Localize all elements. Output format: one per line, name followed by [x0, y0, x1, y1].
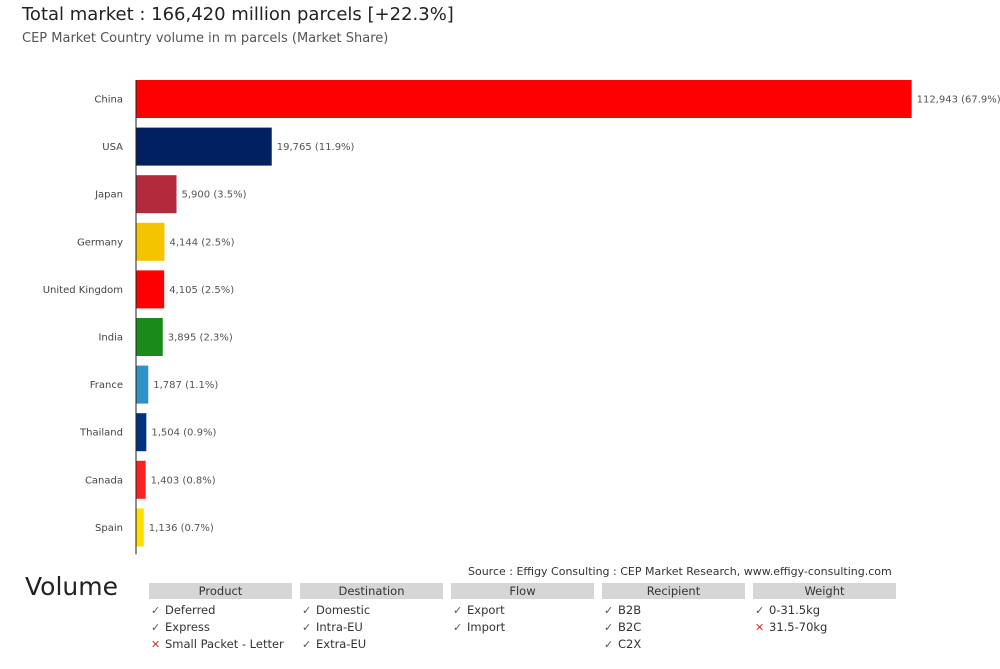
filter-header: Weight [753, 583, 896, 599]
filter-option-label: 0-31.5kg [769, 603, 821, 617]
filter-header: Product [149, 583, 292, 599]
category-label: Japan [94, 190, 123, 201]
bar-usa[interactable] [136, 127, 272, 166]
volume-label: Volume [25, 572, 118, 601]
filter-group-product: Product ✓ Deferred ✓ Express ✕ Small Packet - … [149, 583, 292, 653]
filter-option-label: Small Packet - Letter [165, 637, 284, 651]
data-label: 19,765 (11.9%) [277, 142, 355, 153]
bar-india[interactable] [136, 318, 163, 356]
bar-united-kingdom[interactable] [136, 270, 165, 309]
source-note: Source : Effigy Consulting : CEP Market … [468, 565, 892, 578]
filter-option-label: B2B [618, 603, 642, 617]
filter-option[interactable]: ✓ Deferred [149, 602, 292, 619]
filter-option[interactable]: ✕ Small Packet - Letter [149, 636, 292, 653]
category-label: Germany [77, 237, 123, 248]
data-label: 1,403 (0.8%) [151, 475, 216, 486]
filter-option-label: Import [467, 620, 506, 634]
data-label: 4,105 (2.5%) [169, 285, 234, 296]
check-icon: ✓ [302, 604, 312, 617]
filter-option[interactable]: ✓ Domestic [300, 602, 443, 619]
filter-option[interactable]: ✓ Extra-EU [300, 636, 443, 653]
bar-chart: China 112,943 (67.9%) USA 19,765 (11.9%) Jap… [43, 80, 1000, 555]
bar-canada[interactable] [136, 460, 146, 499]
cross-icon: ✕ [151, 638, 161, 651]
data-label: 1,787 (1.1%) [153, 380, 218, 391]
filter-header: Destination [300, 583, 443, 599]
filter-option[interactable]: ✓ B2B [602, 602, 745, 619]
filter-option[interactable]: ✕ 31.5-70kg [753, 619, 896, 636]
chart-title: Total market : 166,420 million parcels [… [22, 4, 454, 25]
check-icon: ✓ [151, 604, 161, 617]
filter-option-label: Domestic [316, 603, 371, 617]
filter-group-destination: Destination ✓ Domestic ✓ Intra-EU ✓ Extra-EU [300, 583, 443, 653]
data-label: 3,895 (2.3%) [168, 333, 233, 344]
filter-option[interactable]: ✓ 0-31.5kg [753, 602, 896, 619]
check-icon: ✓ [151, 621, 161, 634]
data-label: 5,900 (3.5%) [182, 190, 247, 201]
check-icon: ✓ [302, 621, 312, 634]
category-label: United Kingdom [43, 285, 123, 296]
bar-spain[interactable] [136, 508, 144, 547]
filter-option-label: C2X [618, 637, 642, 651]
filter-option[interactable]: ✓ Express [149, 619, 292, 636]
filter-option[interactable]: ✓ C2X [602, 636, 745, 653]
category-label: Spain [95, 523, 123, 534]
filter-group-flow: Flow ✓ Export ✓ Import [451, 583, 594, 653]
filter-option-label: Extra-EU [316, 637, 367, 651]
filter-option-label: 31.5-70kg [769, 620, 828, 634]
check-icon: ✓ [302, 638, 312, 651]
bar-china[interactable] [136, 80, 912, 118]
filter-option[interactable]: ✓ Import [451, 619, 594, 636]
check-icon: ✓ [453, 604, 463, 617]
check-icon: ✓ [604, 621, 614, 634]
check-icon: ✓ [604, 604, 614, 617]
bar-japan[interactable] [136, 175, 177, 214]
check-icon: ✓ [453, 621, 463, 634]
data-label: 1,504 (0.9%) [151, 428, 216, 439]
filter-option[interactable]: ✓ Export [451, 602, 594, 619]
data-label: 112,943 (67.9%) [917, 95, 1000, 106]
category-label: France [90, 380, 123, 391]
filter-option-label: B2C [618, 620, 642, 634]
bar-germany[interactable] [136, 222, 165, 261]
data-label: 1,136 (0.7%) [149, 523, 214, 534]
filter-option[interactable]: ✓ Intra-EU [300, 619, 443, 636]
filter-option-label: Export [467, 603, 505, 617]
filter-option-label: Deferred [165, 603, 216, 617]
bar-france[interactable] [136, 365, 149, 404]
category-label: USA [102, 142, 123, 153]
category-label: China [94, 95, 123, 106]
check-icon: ✓ [604, 638, 614, 651]
category-label: Thailand [79, 428, 123, 439]
filter-group-recipient: Recipient ✓ B2B ✓ B2C ✓ C2X [602, 583, 745, 653]
category-label: India [98, 333, 123, 344]
check-icon: ✓ [755, 604, 765, 617]
category-label: Canada [85, 475, 123, 486]
filter-header: Flow [451, 583, 594, 599]
cross-icon: ✕ [755, 621, 765, 634]
filter-option[interactable]: ✓ B2C [602, 619, 745, 636]
filter-option-label: Intra-EU [316, 620, 363, 634]
filter-header: Recipient [602, 583, 745, 599]
filter-option-label: Express [165, 620, 210, 634]
filter-group-weight: Weight ✓ 0-31.5kg ✕ 31.5-70kg [753, 583, 896, 653]
bar-thailand[interactable] [136, 413, 147, 452]
data-label: 4,144 (2.5%) [169, 237, 234, 248]
filter-panel: Product ✓ Deferred ✓ Express ✕ Small Packet - … [149, 583, 896, 653]
chart-subtitle: CEP Market Country volume in m parcels (… [22, 31, 389, 46]
